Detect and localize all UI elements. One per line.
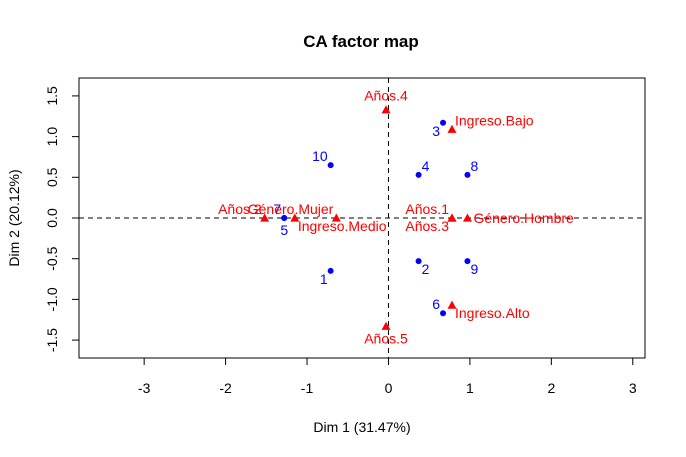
row-point-3: [440, 119, 447, 126]
row-point-7: [281, 215, 288, 221]
row-point-4: [415, 171, 422, 178]
column-point-Años.2: [260, 213, 270, 222]
column-label: Género.Hombre: [473, 210, 574, 226]
row-point-9: [464, 258, 471, 265]
column-point-Género.Mujer: [331, 213, 341, 222]
column-label: Ingreso.Bajo: [455, 112, 534, 128]
column-label: Género.Mujer: [248, 201, 334, 217]
column-point-Ingreso.Alto: [447, 300, 457, 309]
row-point-2: [415, 258, 422, 265]
x-tick-label: -1: [301, 380, 314, 396]
x-tick-label: -2: [219, 380, 232, 396]
x-axis: -3 -2 -1 0 1 2 3: [138, 357, 637, 396]
column-label: Años.1: [405, 201, 449, 217]
x-tick-label: 3: [629, 380, 637, 396]
column-point-Años.5: [381, 321, 391, 330]
y-axis-label: Dim 2 (20.12%): [6, 169, 22, 266]
row-label: 10: [312, 148, 328, 164]
row-label: 6: [432, 296, 440, 312]
x-tick-label: 0: [385, 380, 393, 396]
row-label: 4: [422, 158, 430, 174]
x-tick-label: 1: [466, 380, 474, 396]
column-label: Años.2: [218, 201, 262, 217]
column-point-Ingreso.Bajo: [447, 124, 457, 133]
row-label: 5: [280, 222, 288, 238]
row-label: 3: [432, 123, 440, 139]
reference-lines: [79, 78, 645, 358]
column-label: Ingreso.Medio: [298, 218, 387, 234]
y-tick-label: 0.0: [44, 208, 60, 228]
row-label: 8: [470, 158, 478, 174]
column-point-Género.Hombre: [462, 213, 472, 222]
row-point-10: [327, 162, 334, 169]
column-label: Ingreso.Alto: [455, 305, 530, 321]
row-label: 9: [470, 261, 478, 277]
column-label: Años.4: [364, 88, 408, 104]
column-point-Ingreso.Medio: [290, 213, 300, 222]
row-point-1: [327, 267, 334, 274]
point-labels: 1 2 3 4 5 6 7 8 9 10 Años.1 Años.2 Años.3 Años.4 Años.…: [218, 88, 574, 347]
column-label: Años.3: [405, 218, 449, 234]
data-points: [260, 105, 472, 330]
chart-title: CA factor map: [303, 32, 419, 51]
y-tick-label: 1.0: [44, 127, 60, 147]
column-point-Años.3: [447, 213, 457, 222]
row-point-6: [440, 310, 447, 317]
x-tick-label: 2: [547, 380, 555, 396]
y-tick-label: -1.5: [44, 328, 60, 352]
column-point-Años.4: [381, 105, 391, 114]
y-tick-label: 0.5: [44, 167, 60, 187]
row-label: 2: [422, 261, 430, 277]
row-point-8: [464, 171, 471, 178]
column-label: Años.5: [364, 330, 408, 346]
y-tick-label: -1.0: [44, 287, 60, 311]
x-tick-label: -3: [138, 380, 151, 396]
y-tick-label: 1.5: [44, 86, 60, 106]
row-label: 7: [273, 201, 281, 217]
row-label: 1: [320, 271, 328, 287]
y-axis: -1.5 -1.0 -0.5 0.0 0.5 1.0 1.5: [44, 86, 80, 352]
x-axis-label: Dim 1 (31.47%): [313, 419, 410, 435]
y-tick-label: -0.5: [44, 246, 60, 270]
